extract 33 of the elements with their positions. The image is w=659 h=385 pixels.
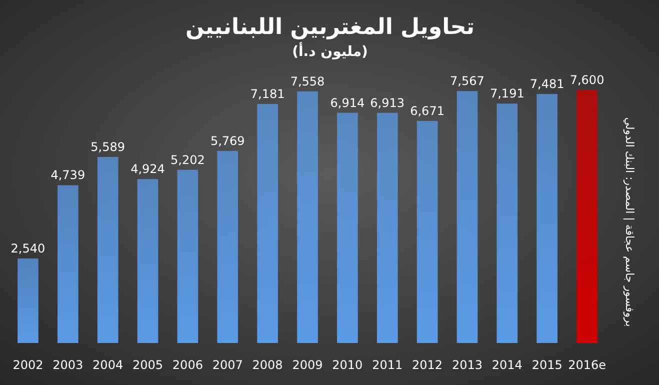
data-label: 7,481 <box>530 76 564 91</box>
x-tick-label: 2008 <box>252 358 283 372</box>
data-label: 7,567 <box>450 74 484 88</box>
x-tick-label: 2014 <box>492 358 522 372</box>
data-label: 7,600 <box>570 73 604 87</box>
data-label: 7,558 <box>290 74 325 88</box>
text: بروفسور جاسم عجاقة | المصدر: البنك الدولي <box>623 117 636 327</box>
x-tick-label: 2007 <box>212 358 243 372</box>
x-tick-label: 2012 <box>412 358 443 372</box>
data-label: 4,739 <box>50 168 86 182</box>
x-tick-label: 2003 <box>52 358 84 372</box>
data-label: 5,589 <box>90 140 126 154</box>
data-label: 7,181 <box>250 86 285 101</box>
chart-subtitle: (مليون د.أ) <box>292 42 368 60</box>
x-tick-label: 2011 <box>372 358 403 372</box>
x-tick-label: 2015 <box>532 358 562 372</box>
data-label: 6,671 <box>410 104 444 118</box>
data-label: 6,914 <box>330 96 365 110</box>
x-tick-label: 2004 <box>92 358 124 372</box>
x-tick-label: 2009 <box>292 358 323 372</box>
data-label: 5,202 <box>170 152 205 167</box>
data-label: 7,191 <box>490 86 524 101</box>
x-tick-label: 2013 <box>452 358 483 372</box>
x-tick-label: 2006 <box>172 358 203 372</box>
x-tick-label: 2016e <box>568 358 606 372</box>
data-label: 5,769 <box>210 134 245 148</box>
chart-title: تحاويل المغتربين اللبنانيين <box>186 15 474 40</box>
data-label: 4,924 <box>130 162 165 176</box>
data-label: 6,913 <box>370 96 405 110</box>
x-tick-label: 2005 <box>132 358 164 372</box>
x-tick-label: 2010 <box>332 358 363 372</box>
x-tick-label: 2002 <box>12 358 44 372</box>
data-label: 2,540 <box>10 241 46 256</box>
